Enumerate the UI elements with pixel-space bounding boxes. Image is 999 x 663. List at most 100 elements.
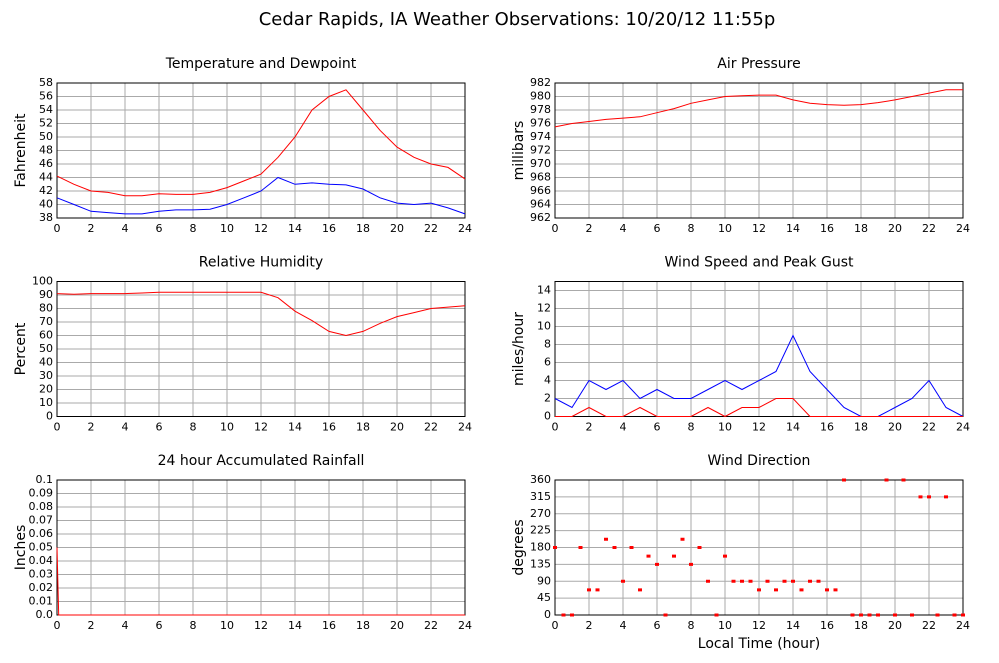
x-tick-label: 22 [922, 619, 936, 632]
x-tick-label: 14 [786, 421, 800, 434]
x-tick-label: 4 [620, 619, 627, 632]
y-tick-label: 30 [39, 369, 53, 382]
x-tick-label: 18 [854, 222, 868, 235]
y-tick-label: 70 [39, 315, 53, 328]
data-line [555, 398, 963, 418]
x-tick-label: 20 [390, 222, 404, 235]
x-tick-label: 6 [156, 619, 163, 632]
data-line [56, 89, 466, 197]
x-tick-label: 4 [122, 222, 129, 235]
x-tick-label: 16 [322, 222, 336, 235]
data-point [952, 613, 957, 617]
data-point [876, 613, 880, 617]
y-tick-label: 40 [39, 198, 53, 211]
data-point [748, 579, 753, 583]
x-tick-label: 2 [586, 619, 593, 632]
y-tick-label: 978 [530, 103, 551, 116]
y-tick-label: 0.01 [29, 595, 54, 608]
y-axis-label: Percent [13, 322, 29, 375]
x-tick-label: 6 [654, 619, 661, 632]
data-point [884, 478, 889, 482]
y-tick-label: 315 [530, 490, 551, 503]
x-tick-label: 22 [424, 421, 438, 434]
y-tick-label: 46 [39, 157, 53, 170]
y-tick-label: 8 [544, 338, 551, 351]
data-line [554, 334, 964, 417]
data-point [867, 613, 872, 617]
panel-title: Temperature and Dewpoint [165, 56, 357, 72]
y-tick-label: 135 [530, 557, 551, 570]
data-point [918, 495, 923, 499]
data-point [910, 613, 914, 617]
y-tick-label: 90 [39, 288, 53, 301]
x-tick-label: 2 [88, 619, 95, 632]
x-tick-label: 18 [356, 421, 370, 434]
panel-title: Wind Direction [708, 453, 811, 469]
y-tick-label: 56 [39, 90, 53, 103]
x-tick-label: 10 [220, 619, 234, 632]
x-tick-label: 2 [586, 222, 593, 235]
data-point [595, 588, 600, 592]
x-tick-label: 14 [288, 421, 302, 434]
x-tick-label: 8 [190, 619, 197, 632]
y-tick-label: 270 [530, 507, 551, 520]
y-tick-label: 962 [530, 211, 551, 224]
y-tick-label: 44 [39, 171, 53, 184]
x-tick-label: 10 [220, 222, 234, 235]
data-point [850, 613, 855, 617]
data-point [553, 546, 557, 549]
y-axis-label: Fahrenheit [13, 113, 29, 188]
x-tick-label: 12 [752, 619, 766, 632]
x-tick-label: 6 [156, 421, 163, 434]
y-tick-label: 0.07 [29, 514, 54, 527]
y-tick-label: 966 [530, 184, 551, 197]
y-tick-label: 14 [537, 284, 551, 297]
y-tick-label: 48 [39, 144, 53, 157]
data-point [825, 588, 829, 592]
x-tick-label: 0 [54, 222, 61, 235]
data-point [714, 613, 719, 617]
page-title: Cedar Rapids, IA Weather Observations: 1… [259, 9, 776, 30]
x-tick-label: 24 [458, 421, 472, 434]
x-tick-label: 0 [54, 421, 61, 434]
x-tick-label: 4 [620, 222, 627, 235]
y-tick-label: 80 [39, 302, 53, 315]
x-tick-label: 22 [424, 619, 438, 632]
y-tick-label: 360 [530, 473, 551, 486]
y-tick-label: 20 [39, 383, 53, 396]
x-axis-label: Local Time (hour) [698, 636, 820, 652]
y-tick-label: 58 [39, 76, 53, 89]
data-point [629, 546, 634, 549]
data-point [808, 579, 812, 583]
x-tick-label: 24 [956, 421, 970, 434]
x-tick-label: 8 [190, 222, 197, 235]
x-tick-label: 4 [122, 421, 129, 434]
x-tick-label: 12 [254, 421, 268, 434]
y-tick-label: 982 [530, 76, 551, 89]
data-line [56, 291, 466, 337]
x-tick-label: 2 [88, 222, 95, 235]
x-tick-label: 20 [888, 619, 902, 632]
x-tick-label: 6 [156, 222, 163, 235]
x-tick-label: 4 [122, 619, 129, 632]
y-tick-label: 40 [39, 356, 53, 369]
y-tick-label: 0.0 [36, 608, 54, 621]
data-point [740, 579, 744, 583]
x-tick-label: 24 [458, 619, 472, 632]
data-point [842, 478, 846, 482]
x-tick-label: 10 [718, 222, 732, 235]
y-tick-label: 52 [39, 117, 53, 130]
y-tick-label: 0.08 [29, 500, 54, 513]
y-tick-label: 100 [32, 275, 53, 288]
y-tick-label: 90 [537, 574, 551, 587]
plot-frame [56, 82, 466, 219]
x-tick-label: 12 [752, 421, 766, 434]
y-tick-label: 0.1 [36, 473, 54, 486]
x-tick-label: 16 [322, 619, 336, 632]
x-tick-label: 16 [820, 421, 834, 434]
x-tick-label: 8 [688, 222, 695, 235]
data-point [680, 537, 685, 541]
data-point [612, 546, 617, 549]
y-tick-label: 0.04 [29, 554, 54, 567]
